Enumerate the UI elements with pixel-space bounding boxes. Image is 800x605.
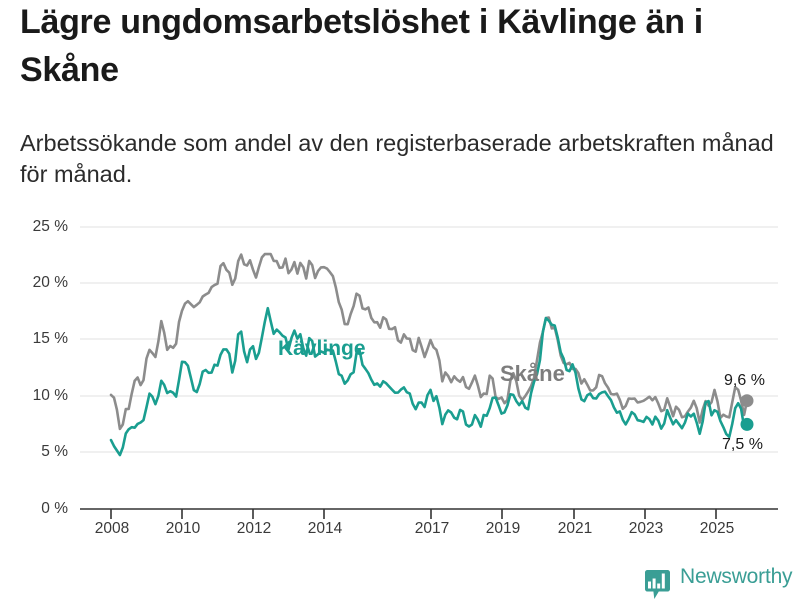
svg-text:Kävlinge: Kävlinge (278, 337, 366, 360)
svg-text:Skåne: Skåne (500, 361, 565, 386)
svg-text:7,5 %: 7,5 % (722, 436, 763, 453)
svg-text:9,6 %: 9,6 % (724, 372, 765, 389)
